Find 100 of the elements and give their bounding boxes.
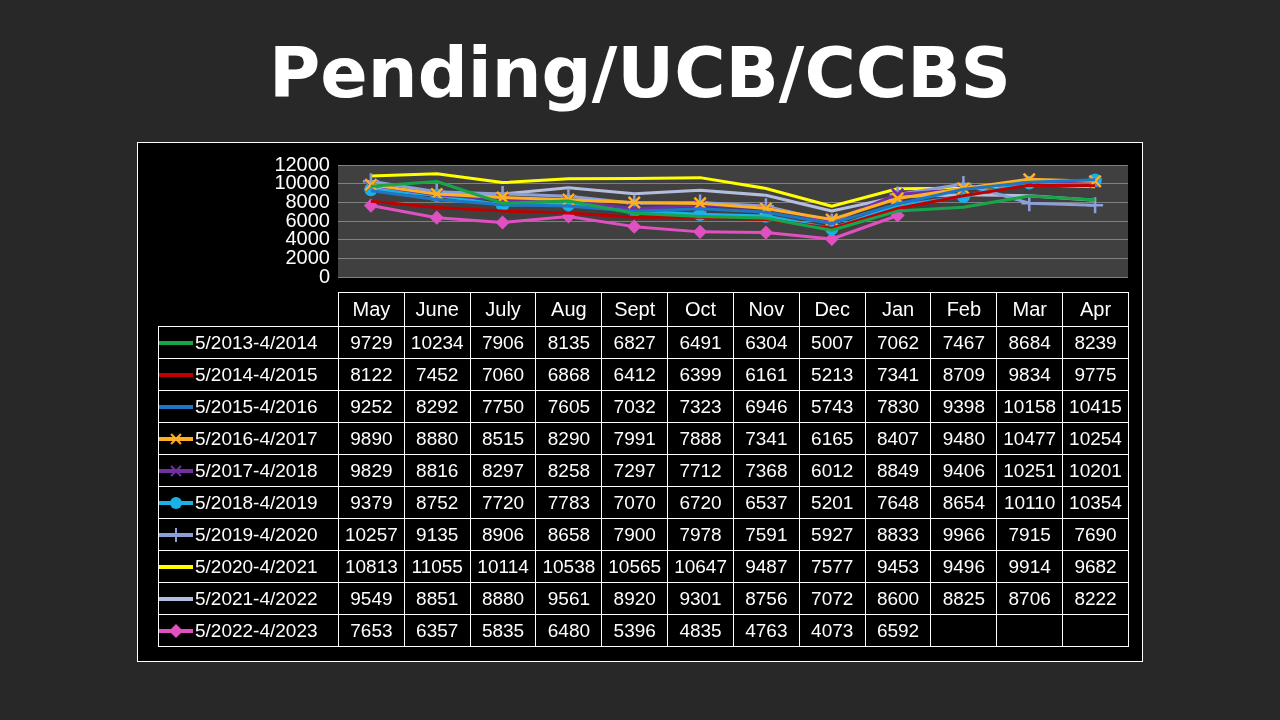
data-label: 7906	[470, 326, 536, 359]
data-label: 9829	[338, 454, 405, 487]
data-label: 7915	[996, 518, 1063, 551]
data-label: 7750	[470, 390, 536, 423]
data-label: 10158	[996, 390, 1063, 423]
legend-label: 5/2022-4/2023	[158, 614, 339, 647]
data-label: 10565	[601, 550, 668, 583]
data-label: 9496	[930, 550, 997, 583]
data-label: 8833	[865, 518, 931, 551]
data-label: 6357	[404, 614, 471, 647]
data-label: 8658	[535, 518, 602, 551]
data-label: 7830	[865, 390, 931, 423]
data-label: 7060	[470, 358, 536, 391]
data-label: 7978	[667, 518, 734, 551]
x-tick-label: Feb	[930, 292, 997, 327]
legend-label: 5/2016-4/2017	[158, 422, 339, 455]
data-label: 9682	[1062, 550, 1129, 583]
data-label: 6946	[733, 390, 800, 423]
x-tick-label: May	[338, 292, 405, 327]
data-label: 5835	[470, 614, 536, 647]
data-label: 7591	[733, 518, 800, 551]
data-label: 10813	[338, 550, 405, 583]
data-label: 4073	[799, 614, 866, 647]
data-label: 8880	[470, 582, 536, 615]
data-label: 7653	[338, 614, 405, 647]
data-label: 9561	[535, 582, 602, 615]
data-label: 8515	[470, 422, 536, 455]
data-label: 9890	[338, 422, 405, 455]
data-label: 5743	[799, 390, 866, 423]
legend-label: 5/2019-4/2020	[158, 518, 339, 551]
data-label: 6720	[667, 486, 734, 519]
x-tick-label: Aug	[535, 292, 602, 327]
data-label: 9379	[338, 486, 405, 519]
data-label: 7341	[865, 358, 931, 391]
data-label: 6868	[535, 358, 602, 391]
data-label: 7605	[535, 390, 602, 423]
data-label: 10647	[667, 550, 734, 583]
legend-label: 5/2014-4/2015	[158, 358, 339, 391]
data-label: 5201	[799, 486, 866, 519]
data-label: 8756	[733, 582, 800, 615]
data-label: 10110	[996, 486, 1063, 519]
data-label: 8825	[930, 582, 997, 615]
data-label: 8684	[996, 326, 1063, 359]
data-label: 8222	[1062, 582, 1129, 615]
data-label: 10201	[1062, 454, 1129, 487]
data-label: 7072	[799, 582, 866, 615]
data-label: 6012	[799, 454, 866, 487]
data-label: 7467	[930, 326, 997, 359]
data-label: 8706	[996, 582, 1063, 615]
legend-label: 5/2013-4/2014	[158, 326, 339, 359]
data-label: 5007	[799, 326, 866, 359]
data-label: 8407	[865, 422, 931, 455]
data-label: 5396	[601, 614, 668, 647]
data-label: 8906	[470, 518, 536, 551]
data-label: 7368	[733, 454, 800, 487]
data-label: 10251	[996, 454, 1063, 487]
data-label: 6304	[733, 326, 800, 359]
data-label: 4835	[667, 614, 734, 647]
data-label: 7712	[667, 454, 734, 487]
data-label: 8258	[535, 454, 602, 487]
data-label: 8752	[404, 486, 471, 519]
data-label: 11055	[404, 550, 471, 583]
data-label: 9914	[996, 550, 1063, 583]
data-label: 10477	[996, 422, 1063, 455]
legend-label: 5/2020-4/2021	[158, 550, 339, 583]
data-label: 10415	[1062, 390, 1129, 423]
data-label: 10538	[535, 550, 602, 583]
data-label: 9252	[338, 390, 405, 423]
data-label: 10354	[1062, 486, 1129, 519]
data-label: 8654	[930, 486, 997, 519]
data-label: 8920	[601, 582, 668, 615]
data-label: 7991	[601, 422, 668, 455]
data-label: 7323	[667, 390, 734, 423]
data-label: 10257	[338, 518, 405, 551]
data-label: 10234	[404, 326, 471, 359]
data-label: 8122	[338, 358, 405, 391]
data-label: 5213	[799, 358, 866, 391]
data-label: 7070	[601, 486, 668, 519]
data-label: 8880	[404, 422, 471, 455]
data-label: 9966	[930, 518, 997, 551]
data-label: 10254	[1062, 422, 1129, 455]
data-label: 8297	[470, 454, 536, 487]
data-label: 8135	[535, 326, 602, 359]
legend-label: 5/2021-4/2022	[158, 582, 339, 615]
data-label: 9487	[733, 550, 800, 583]
data-label: 9729	[338, 326, 405, 359]
data-label: 10114	[470, 550, 536, 583]
data-label: 9301	[667, 582, 734, 615]
data-label: 9834	[996, 358, 1063, 391]
x-tick-label: Sept	[601, 292, 668, 327]
data-label: 8849	[865, 454, 931, 487]
data-label: 9453	[865, 550, 931, 583]
data-label: 9135	[404, 518, 471, 551]
data-label: 9398	[930, 390, 997, 423]
legend-label: 5/2017-4/2018	[158, 454, 339, 487]
data-label: 7720	[470, 486, 536, 519]
x-tick-label: Nov	[733, 292, 800, 327]
data-label: 7900	[601, 518, 668, 551]
x-tick-label: Apr	[1062, 292, 1129, 327]
data-label: 6537	[733, 486, 800, 519]
